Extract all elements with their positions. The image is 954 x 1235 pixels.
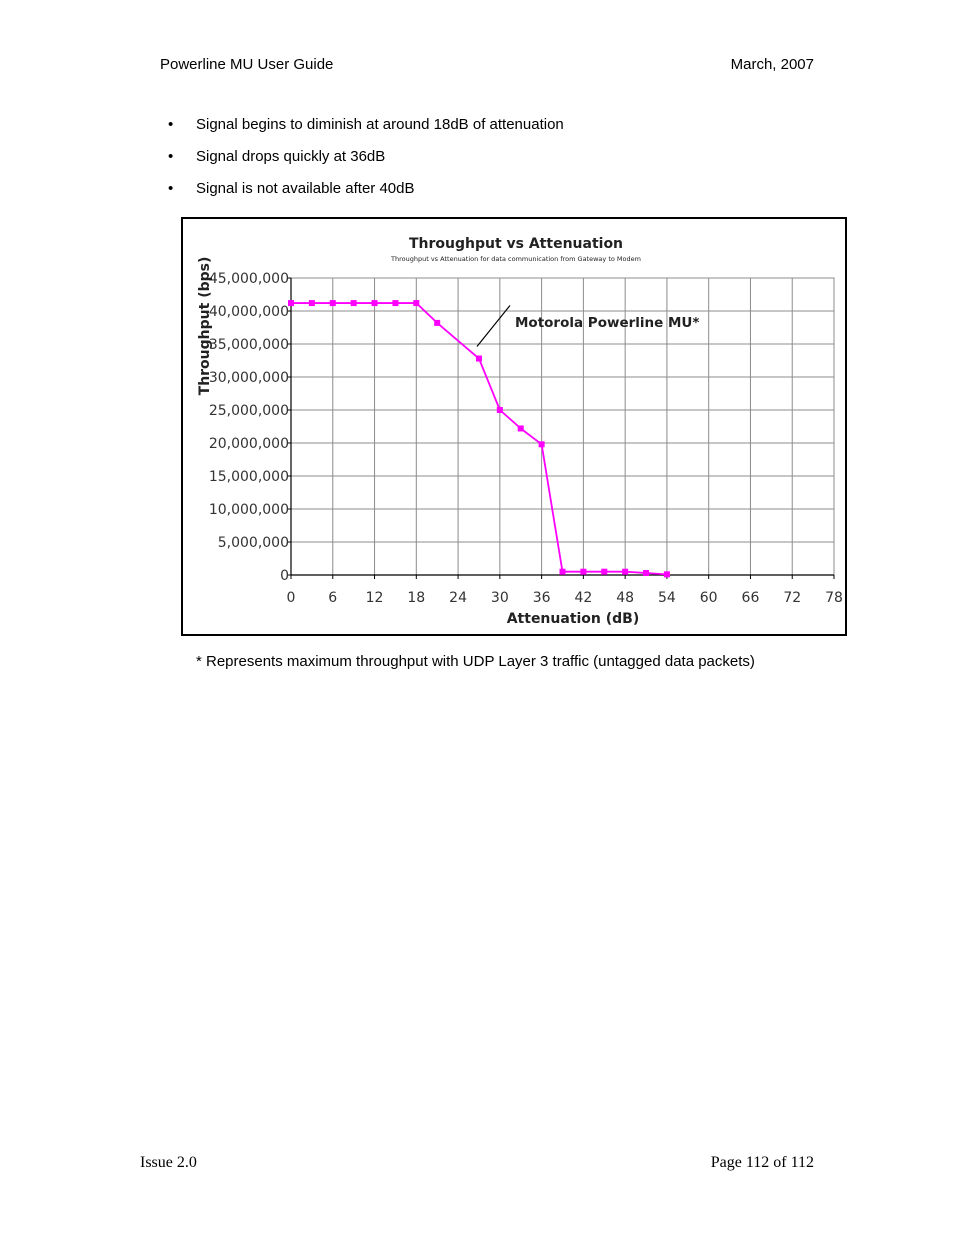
annotation-pointer (476, 305, 511, 347)
x-tick-label: 36 (533, 590, 551, 606)
bullet-icon: • (168, 116, 174, 133)
bullet-text: Signal begins to diminish at around 18dB… (196, 116, 564, 133)
x-tick-label: 30 (491, 590, 509, 606)
footer-issue: Issue 2.0 (140, 1154, 197, 1171)
list-item: • Signal drops quickly at 36dB (168, 148, 564, 180)
data-point (413, 300, 420, 307)
series-annotation: Motorola Powerline MU* (515, 315, 699, 331)
x-tick-label: 18 (407, 590, 425, 606)
list-item: • Signal is not available after 40dB (168, 180, 564, 212)
header-date: March, 2007 (730, 56, 814, 73)
data-point (288, 300, 294, 307)
data-point (371, 300, 378, 307)
chart-title: Throughput vs Attenuation (409, 236, 623, 252)
x-tick-label: 6 (328, 590, 337, 606)
data-point (496, 407, 503, 413)
chart-frame: 0 6 12 18 24 30 36 42 48 54 60 66 72 78 0 5,000,000 10,0… (181, 217, 847, 636)
y-axis-label: Throughput (bps) (197, 257, 213, 396)
list-item: • Signal begins to diminish at around 18d… (168, 116, 564, 148)
x-tick-label: 24 (449, 590, 467, 606)
data-point (622, 568, 629, 575)
data-point (308, 300, 315, 307)
x-tick-label: 72 (783, 590, 801, 606)
series-line (291, 302, 667, 576)
data-point (538, 441, 545, 448)
y-tick-label: 30,000,000 (209, 370, 289, 386)
y-tick-label: 10,000,000 (209, 502, 289, 518)
bullet-text: Signal is not available after 40dB (196, 180, 415, 197)
data-point (350, 300, 357, 307)
bullet-list: • Signal begins to diminish at around 18d… (168, 116, 564, 212)
footnote: * Represents maximum throughput with UDP… (196, 653, 755, 670)
data-point (601, 568, 608, 575)
throughput-chart: 0 6 12 18 24 30 36 42 48 54 60 66 72 78 0 5,000,000 10,0… (197, 236, 843, 627)
plot-area (290, 277, 835, 576)
data-point (434, 319, 441, 326)
data-point (517, 425, 524, 432)
bullet-icon: • (168, 180, 174, 197)
x-axis-label: Attenuation (dB) (507, 611, 640, 627)
data-point (559, 568, 566, 575)
bullet-text: Signal drops quickly at 36dB (196, 148, 386, 165)
bullet-icon: • (168, 148, 174, 165)
y-tick-label: 5,000,000 (218, 535, 289, 551)
y-tick-label: 40,000,000 (209, 304, 289, 320)
x-tick-label: 12 (366, 590, 384, 606)
x-tick-label: 0 (287, 590, 296, 606)
chart-subtitle: Throughput vs Attenuation for data commu… (390, 255, 641, 263)
y-tick-label: 45,000,000 (209, 271, 289, 287)
data-point (663, 571, 670, 578)
y-tick-label: 0 (280, 568, 289, 584)
data-point (643, 570, 650, 577)
data-point (392, 300, 399, 307)
x-tick-label: 54 (658, 590, 676, 606)
x-tick-label: 66 (742, 590, 760, 606)
x-tick-label: 78 (825, 590, 843, 606)
data-point (475, 355, 482, 362)
x-tick-label: 60 (700, 590, 718, 606)
data-point (580, 568, 587, 575)
y-tick-label: 15,000,000 (209, 469, 289, 485)
x-tick-label: 48 (616, 590, 634, 606)
header-title: Powerline MU User Guide (160, 56, 334, 73)
data-point (329, 300, 336, 307)
y-tick-label: 20,000,000 (209, 436, 289, 452)
y-tick-label: 35,000,000 (209, 337, 289, 353)
y-tick-label: 25,000,000 (209, 403, 289, 419)
footer-page: Page 112 of 112 (710, 1154, 814, 1171)
x-tick-label: 42 (574, 590, 592, 606)
